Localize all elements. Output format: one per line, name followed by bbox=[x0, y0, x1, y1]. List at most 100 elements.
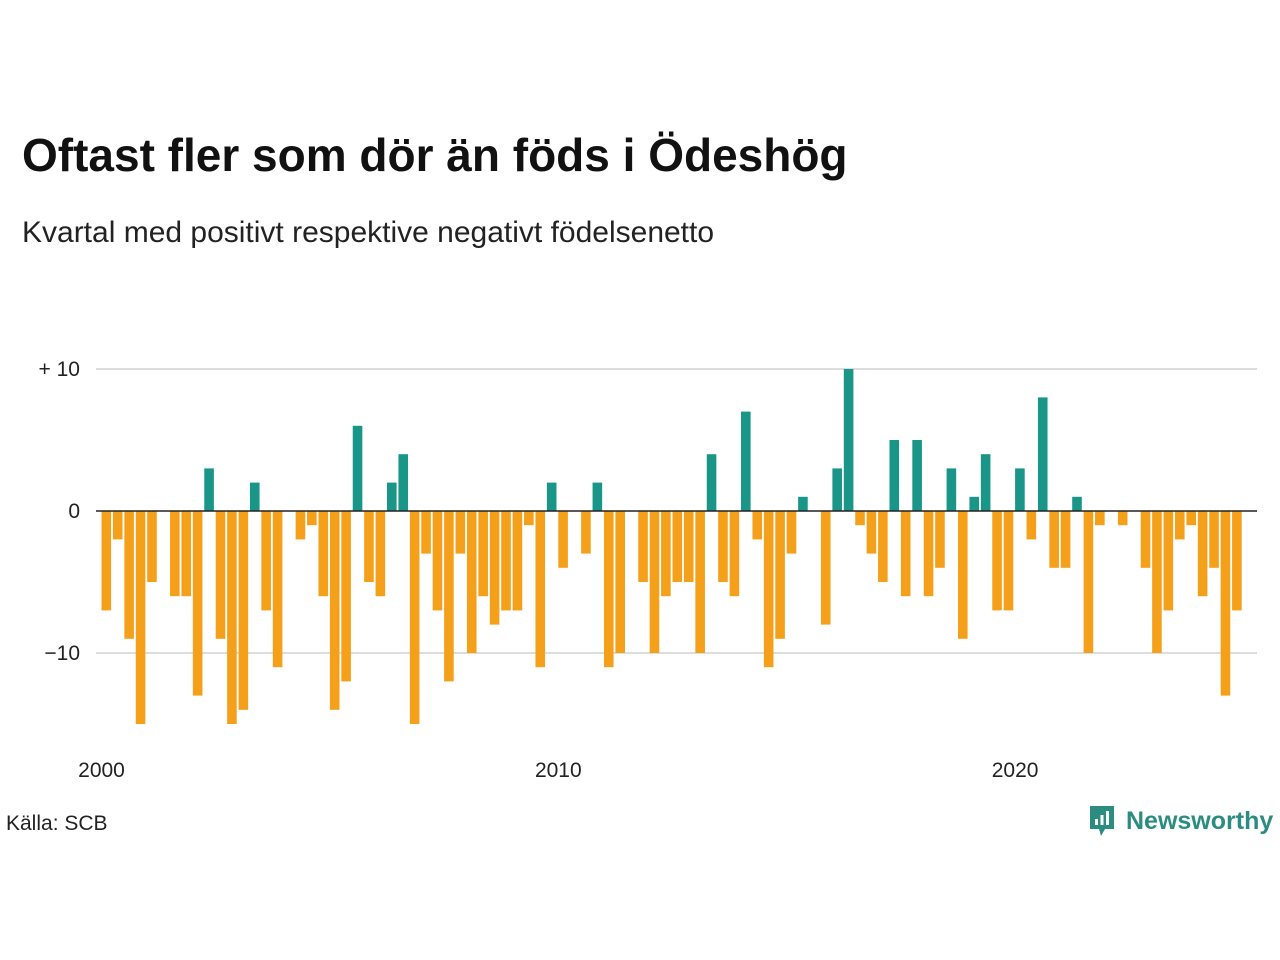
bar-negative bbox=[1209, 511, 1219, 568]
bar-negative bbox=[261, 511, 271, 611]
bar-negative bbox=[1186, 511, 1196, 526]
bar-negative bbox=[878, 511, 888, 582]
bar-negative bbox=[1140, 511, 1151, 568]
bar-negative bbox=[958, 511, 968, 639]
bar-negative bbox=[135, 511, 146, 724]
bar-negative bbox=[752, 511, 763, 540]
y-tick-label: 0 bbox=[68, 500, 80, 523]
bar-negative bbox=[661, 511, 671, 597]
x-tick-label: 2000 bbox=[78, 759, 125, 782]
bar-negative bbox=[1163, 511, 1174, 611]
y-tick-label: + 10 bbox=[39, 358, 80, 381]
x-tick-label: 2010 bbox=[535, 759, 582, 782]
bar-positive bbox=[843, 369, 854, 511]
bar-negative bbox=[375, 511, 386, 597]
bar-negative bbox=[409, 511, 420, 724]
bar-positive bbox=[969, 496, 980, 511]
bar-negative bbox=[1117, 511, 1128, 526]
bar-negative bbox=[638, 511, 648, 582]
bar-positive bbox=[398, 454, 409, 511]
bar-negative bbox=[421, 511, 431, 554]
bar-negative bbox=[512, 511, 523, 611]
bar-negative bbox=[329, 511, 340, 710]
bar-negative bbox=[272, 511, 283, 668]
bar-negative bbox=[718, 511, 728, 582]
bar-negative bbox=[295, 511, 306, 540]
bar-negative bbox=[820, 511, 831, 625]
y-tick-label: −10 bbox=[44, 642, 80, 665]
bar-positive bbox=[387, 482, 397, 511]
bar-negative bbox=[1003, 511, 1014, 611]
bar-negative bbox=[581, 511, 591, 554]
bar-negative bbox=[215, 511, 226, 639]
bar-negative bbox=[478, 511, 488, 597]
bar-negative bbox=[307, 511, 317, 526]
bar-negative bbox=[489, 511, 500, 625]
bar-negative bbox=[112, 511, 123, 540]
bar-negative bbox=[763, 511, 774, 668]
bar-negative bbox=[1049, 511, 1059, 568]
bar-negative bbox=[238, 511, 249, 710]
bar-negative bbox=[992, 511, 1002, 611]
bar-negative bbox=[1232, 511, 1242, 611]
bar-negative bbox=[603, 511, 614, 668]
bar-negative bbox=[729, 511, 740, 597]
bar-negative bbox=[900, 511, 911, 597]
chart-title: Oftast fler som dör än föds i Ödeshög bbox=[22, 129, 848, 181]
bar-negative bbox=[695, 511, 705, 653]
bar-negative bbox=[341, 511, 351, 682]
bar-positive bbox=[889, 440, 900, 511]
bar-positive bbox=[1015, 468, 1025, 511]
bar-negative bbox=[192, 511, 203, 696]
bar-negative bbox=[432, 511, 443, 611]
bar-negative bbox=[524, 511, 534, 526]
bar-positive bbox=[1072, 496, 1082, 511]
bar-negative bbox=[444, 511, 454, 682]
bar-negative bbox=[101, 511, 112, 611]
bar-negative bbox=[1026, 511, 1037, 540]
source-note: Källa: SCB bbox=[6, 812, 108, 835]
bar-negative bbox=[1152, 511, 1162, 653]
bar-negative bbox=[170, 511, 180, 597]
brand-logo: Newsworthy bbox=[1088, 804, 1273, 838]
bar-positive bbox=[741, 411, 751, 511]
bar-positive bbox=[249, 482, 260, 511]
bar-positive bbox=[592, 482, 603, 511]
bar-negative bbox=[649, 511, 660, 653]
bar-negative bbox=[466, 511, 477, 653]
bar-negative bbox=[1220, 511, 1231, 696]
bar-negative bbox=[1197, 511, 1208, 597]
bar-positive bbox=[798, 496, 808, 511]
bar-negative bbox=[855, 511, 865, 526]
bar-negative bbox=[227, 511, 237, 724]
bar-negative bbox=[615, 511, 625, 653]
bar-positive bbox=[706, 454, 717, 511]
bar-negative bbox=[558, 511, 568, 568]
bar-negative bbox=[535, 511, 546, 668]
bar-negative bbox=[1060, 511, 1071, 568]
bar-negative bbox=[786, 511, 797, 554]
bar-negative bbox=[866, 511, 877, 554]
bar-negative bbox=[672, 511, 683, 582]
bar-positive bbox=[912, 440, 922, 511]
bar-positive bbox=[980, 454, 991, 511]
bar-negative bbox=[775, 511, 785, 639]
bar-positive bbox=[832, 468, 842, 511]
bar-negative bbox=[1083, 511, 1094, 653]
bar-positive bbox=[352, 425, 363, 511]
newsworthy-logo-icon bbox=[1090, 806, 1114, 836]
bar-negative bbox=[923, 511, 934, 597]
bar-negative bbox=[935, 511, 945, 568]
bar-negative bbox=[1095, 511, 1105, 526]
bar-positive bbox=[204, 468, 214, 511]
bar-negative bbox=[683, 511, 694, 582]
bar-negative bbox=[124, 511, 134, 639]
bar-negative bbox=[1174, 511, 1185, 540]
bar-positive bbox=[546, 482, 557, 511]
bar-negative bbox=[364, 511, 374, 582]
brand-name: Newsworthy bbox=[1126, 806, 1274, 835]
bar-positive bbox=[946, 468, 957, 511]
bar-negative bbox=[318, 511, 329, 597]
bar-negative bbox=[501, 511, 511, 611]
